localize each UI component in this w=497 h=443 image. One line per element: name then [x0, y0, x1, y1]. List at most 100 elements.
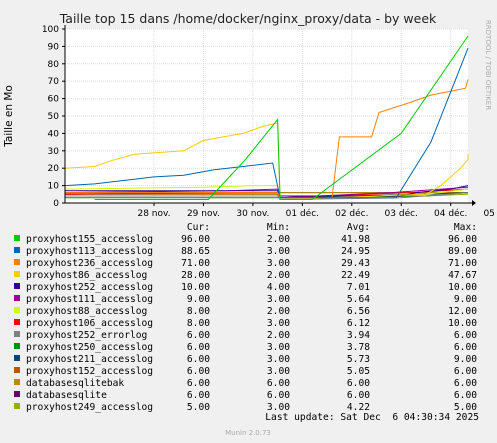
- legend-min-3: 2.00: [267, 270, 290, 281]
- legend-name-2: proxyhost236_accesslog: [26, 258, 153, 269]
- legend-avg-7: 6.12: [347, 318, 370, 329]
- legend-avg-0: 41.98: [341, 234, 370, 245]
- series-line-0: [94, 35, 469, 200]
- legend-cur-0: 96.00: [181, 234, 210, 245]
- legend-max-13: 6.00: [454, 390, 477, 401]
- legend-avg-3: 22.49: [341, 270, 370, 281]
- series-line-1: [64, 47, 469, 199]
- legend-min-10: 3.00: [267, 354, 290, 365]
- legend-min-13: 6.00: [267, 390, 290, 401]
- legend-cur-7: 8.00: [187, 318, 210, 329]
- y-tick-label-4: 40: [48, 129, 60, 139]
- x-tick-label-0: 28 nov.: [137, 209, 170, 219]
- legend-avg-9: 3.78: [347, 342, 370, 353]
- legend-name-1: proxyhost113_accesslog: [26, 246, 153, 257]
- legend-cur-13: 6.00: [187, 390, 210, 401]
- legend-max-3: 47.67: [448, 270, 477, 281]
- y-tick-label-8: 80: [48, 60, 60, 70]
- legend-name-12: databasesqlitebak: [26, 378, 124, 389]
- legend-avg-5: 5.64: [347, 294, 370, 305]
- legend-avg-13: 6.00: [347, 390, 370, 401]
- x-ticks: 28 nov. 29 nov. 30 nov. 01 déc. 02 déc. 03 dé…: [137, 203, 497, 219]
- y-tick-label-3: 30: [48, 147, 60, 157]
- rrdtool-watermark: RRDTOOL / TOBI OETIKER: [484, 20, 492, 110]
- legend-header-min: Min:: [267, 222, 290, 233]
- legend-cur-12: 6.00: [187, 378, 210, 389]
- legend-max-10: 9.00: [454, 354, 477, 365]
- y-tick-label-5: 50: [48, 112, 60, 122]
- legend-swatch-7: [14, 319, 20, 325]
- legend-max-2: 71.00: [448, 258, 477, 269]
- y-tick-label-0: 0: [53, 199, 59, 209]
- legend-min-4: 4.00: [267, 282, 290, 293]
- legend-swatch-11: [14, 367, 20, 373]
- legend-avg-2: 29.43: [341, 258, 370, 269]
- legend-name-10: proxyhost211_accesslog: [26, 354, 153, 365]
- x-tick-label-6: 04 déc.: [434, 208, 467, 219]
- legend-max-0: 96.00: [448, 234, 477, 245]
- x-tick-label-2: 30 nov.: [236, 209, 269, 219]
- legend-cur-10: 6.00: [187, 354, 210, 365]
- x-tick-label-3: 01 déc.: [286, 208, 319, 219]
- legend-name-14: proxyhost249_accesslog: [26, 402, 153, 413]
- legend-min-8: 2.00: [267, 330, 290, 341]
- legend-swatch-14: [14, 403, 20, 409]
- legend-min-12: 6.00: [267, 378, 290, 389]
- y-tick-label-7: 70: [48, 77, 60, 87]
- legend-cur-3: 28.00: [181, 270, 210, 281]
- legend-header-max: Max:: [454, 222, 477, 233]
- legend-avg-12: 6.00: [347, 378, 370, 389]
- legend-min-0: 2.00: [267, 234, 290, 245]
- legend-min-14: 3.00: [267, 402, 290, 413]
- y-axis-label: Taille en Mo: [3, 85, 15, 148]
- y-tick-label-1: 10: [48, 182, 60, 192]
- legend-max-6: 12.00: [448, 306, 477, 317]
- legend-swatch-8: [14, 331, 20, 337]
- legend-name-7: proxyhost106_accesslog: [26, 318, 153, 329]
- axes: [64, 25, 476, 206]
- legend-cur-1: 88.65: [181, 246, 210, 257]
- legend-name-0: proxyhost155_accesslog: [26, 234, 153, 245]
- legend-max-12: 6.00: [454, 378, 477, 389]
- y-tick-label-2: 20: [48, 164, 60, 174]
- legend-min-1: 3.00: [267, 246, 290, 257]
- series-line-4: [65, 185, 469, 197]
- legend-max-5: 9.00: [454, 294, 477, 305]
- x-tick-label-1: 29 nov.: [187, 209, 220, 219]
- grid: [65, 28, 468, 203]
- legend-avg-4: 7.01: [347, 282, 370, 293]
- munin-footer: Munin 2.0.73: [225, 429, 271, 437]
- legend: Cur: Min: Avg: Max: proxyhost155_accesslog 96…: [14, 222, 477, 413]
- legend-cur-5: 9.00: [187, 294, 210, 305]
- legend-max-1: 89.00: [448, 246, 477, 257]
- legend-cur-11: 6.00: [187, 366, 210, 377]
- x-tick-label-7: 05 déc.: [483, 208, 497, 219]
- legend-name-11: proxyhost152_accesslog: [26, 366, 153, 377]
- legend-max-11: 6.00: [454, 366, 477, 377]
- chart-title: Taille top 15 dans /home/docker/nginx_pr…: [59, 11, 437, 26]
- legend-max-14: 5.00: [454, 402, 477, 413]
- legend-avg-1: 24.95: [341, 246, 370, 257]
- y-tick-label-9: 90: [48, 42, 60, 52]
- last-update: Last update: Sat Dec 6 04:30:34 2025: [265, 412, 479, 423]
- legend-header-avg: Avg:: [347, 222, 370, 233]
- legend-max-7: 10.00: [448, 318, 477, 329]
- legend-swatch-13: [14, 391, 20, 397]
- legend-cur-6: 8.00: [187, 306, 210, 317]
- series-lines: [64, 35, 469, 201]
- legend-swatch-2: [14, 259, 20, 265]
- legend-name-13: databasesqlite: [26, 390, 107, 401]
- series-line-3: [64, 122, 469, 201]
- legend-avg-10: 5.73: [347, 354, 370, 365]
- legend-cur-4: 10.00: [181, 282, 210, 293]
- legend-max-9: 6.00: [454, 342, 477, 353]
- legend-swatch-12: [14, 379, 20, 385]
- legend-max-8: 6.00: [454, 330, 477, 341]
- legend-swatch-10: [14, 355, 20, 361]
- legend-swatch-4: [14, 283, 20, 289]
- legend-name-6: proxyhost88_accesslog: [26, 306, 147, 317]
- legend-avg-11: 5.05: [347, 366, 370, 377]
- x-tick-label-5: 03 déc.: [385, 208, 418, 219]
- legend-avg-14: 4.22: [347, 402, 370, 413]
